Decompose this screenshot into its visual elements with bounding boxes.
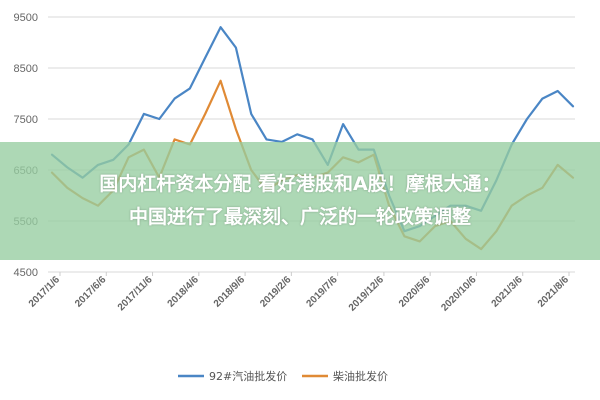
y-tick-label: 8500: [14, 63, 38, 75]
x-tick-label: 2019/7/6: [304, 274, 340, 310]
legend-label-2: 柴油批发价: [333, 369, 388, 383]
y-tick-label: 7500: [14, 114, 38, 126]
x-tick-label: 2020/5/6: [397, 274, 433, 310]
x-tick-label: 2017/11/6: [116, 274, 155, 313]
x-tick-label: 2020/10/6: [439, 274, 479, 314]
headline-banner: [0, 142, 600, 260]
headline-line-2: 中国进行了最深刻、广泛的一轮政策调整: [128, 206, 471, 228]
x-tick-label: 2017/1/6: [27, 274, 63, 310]
x-tick-label: 2017/6/6: [73, 274, 109, 310]
headline[interactable]: 国内杠杆资本分配 看好港股和A股！摩根大通： 中国进行了最深刻、广泛的一轮政策调…: [10, 168, 590, 234]
x-tick-label: 2021/8/6: [536, 274, 572, 310]
legend-label-1: 92#汽油批发价: [209, 369, 287, 383]
y-tick-label: 9500: [14, 12, 38, 24]
y-tick-label: 4500: [14, 267, 38, 279]
x-tick-label: 2018/9/6: [212, 274, 248, 310]
x-axis: 2017/1/6 2017/6/6 2017/11/6 2018/4/6 2018/9/…: [27, 272, 572, 314]
x-tick-label: 2021/3/6: [490, 274, 526, 310]
legend: 92#汽油批发价 柴油批发价: [178, 369, 388, 383]
x-tick-label: 2018/4/6: [166, 274, 202, 310]
x-tick-label: 2019/2/6: [258, 274, 294, 310]
x-tick-label: 2019/12/6: [347, 274, 387, 314]
headline-line-1: 国内杠杆资本分配 看好港股和A股！摩根大通：: [99, 173, 501, 195]
